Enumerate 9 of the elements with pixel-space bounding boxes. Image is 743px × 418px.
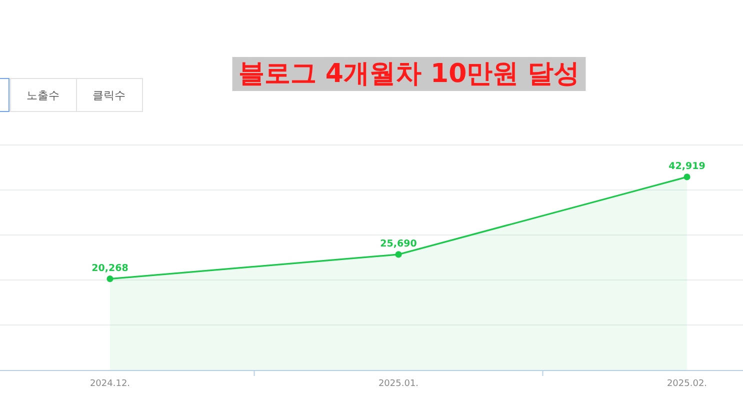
title: 블로그 4개월차 10만원 달성 [232, 57, 586, 91]
data-label: 42,919 [668, 160, 706, 172]
text: 노출수 [26, 89, 60, 102]
data-label: 20,268 [92, 262, 129, 274]
text: 클릭수 [92, 89, 126, 102]
x-tick-label: 2024.12. [90, 379, 130, 389]
x-tick-label: 2025.01. [378, 379, 419, 389]
x-tick-label: 2025.02. [666, 379, 708, 389]
data-label: 25,690 [380, 238, 418, 250]
